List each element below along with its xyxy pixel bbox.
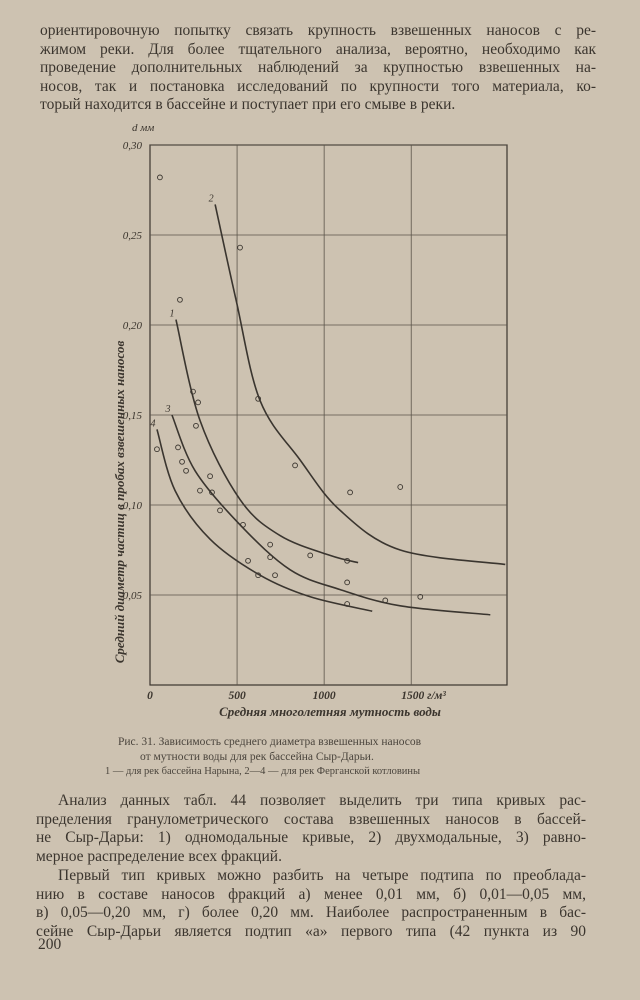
data-point — [292, 462, 298, 469]
y-tick-label: 0,30 — [123, 140, 143, 152]
data-point — [255, 395, 261, 402]
data-point — [344, 557, 350, 564]
text-line: сейне Сыр-Дарьи является подтип «а» перв… — [36, 922, 586, 940]
x-tick-label: 0 — [147, 690, 153, 702]
text-line: проведение дополнительных наблюдений за … — [40, 59, 596, 77]
curve — [214, 204, 506, 566]
x-tick-label: 1500 г/м³ — [401, 690, 446, 702]
data-point — [267, 554, 274, 561]
text-line: Первый тип кривых можно разбить на четыр… — [58, 866, 586, 884]
data-point — [240, 521, 246, 528]
page-number: 200 — [38, 936, 62, 953]
x-tick-label: 500 — [228, 690, 246, 702]
data-point — [307, 552, 314, 559]
curve-label: 3 — [164, 404, 170, 415]
text-line: в) 0,05—0,20 мм, г) более 0,20 мм. Наибо… — [36, 904, 586, 922]
curve-label: 1 — [169, 309, 174, 320]
curve — [156, 429, 373, 612]
data-point — [417, 593, 424, 600]
data-point — [382, 597, 389, 604]
data-point — [175, 444, 181, 451]
x-axis-label: Средняя многолетняя мутность воды — [219, 704, 441, 719]
data-point — [177, 296, 183, 303]
data-point — [207, 473, 213, 480]
data-point — [267, 541, 274, 548]
data-point — [237, 244, 243, 251]
text-line: нию в составе наносов фракций а) менее 0… — [36, 885, 586, 903]
data-point — [245, 557, 251, 564]
text-line: пределения гранулометрического состава в… — [36, 810, 586, 828]
y-tick-label: 0,15 — [123, 410, 143, 422]
caption-line: 1 — для рек бассейна Нарына, 2—4 — для р… — [105, 766, 421, 777]
caption-line: Рис. 31. Зависимость среднего диаметра в… — [118, 736, 422, 748]
text-line: ориентировочную попытку связать крупност… — [40, 22, 596, 39]
data-point — [344, 579, 350, 586]
curve — [171, 414, 491, 616]
data-point — [217, 507, 223, 514]
caption-line: от мутности воды для рек бассейна Сыр-Да… — [140, 751, 374, 763]
data-point — [209, 489, 215, 496]
data-point — [197, 487, 203, 494]
text-line: носов, так и постановка исследований по … — [40, 77, 596, 95]
data-point — [154, 446, 160, 453]
y-tick-label: 0,05 — [123, 590, 143, 602]
data-point — [347, 489, 353, 496]
data-point — [190, 388, 196, 395]
y-unit: d мм — [132, 122, 154, 134]
curve — [175, 319, 359, 564]
data-point — [397, 484, 404, 490]
data-point — [193, 422, 199, 429]
y-tick-label: 0,10 — [123, 500, 143, 512]
data-point — [179, 458, 185, 465]
data-point — [183, 467, 189, 474]
curve-label: 2 — [209, 193, 214, 204]
data-point — [255, 572, 261, 579]
y-axis-label: Средний диаметр частиц в пробах взвешенн… — [112, 341, 127, 664]
text-line: Анализ данных табл. 44 позволяет выделит… — [58, 792, 586, 809]
data-point — [344, 601, 350, 607]
y-tick-label: 0,25 — [123, 230, 143, 242]
text-line: мерное распределение всех фракций. — [36, 848, 282, 866]
x-tick-label: 1000 — [313, 690, 336, 702]
data-point — [195, 399, 201, 406]
y-tick-label: 0,20 — [123, 320, 143, 332]
text-line: не Сыр-Дарьи: 1) одномодальные кривые, 2… — [36, 829, 586, 847]
data-point — [157, 174, 163, 181]
curve-label: 4 — [150, 418, 155, 429]
data-point — [272, 572, 278, 579]
text-line: жимом реки. Для более тщательного анализ… — [40, 40, 596, 58]
text-line: торый находится в бассейне и поступает п… — [40, 96, 456, 114]
figure: 0,05 0,10 0,15 0,20 0,25 0,30 0 500 1000 1500 г/м… — [112, 122, 508, 719]
